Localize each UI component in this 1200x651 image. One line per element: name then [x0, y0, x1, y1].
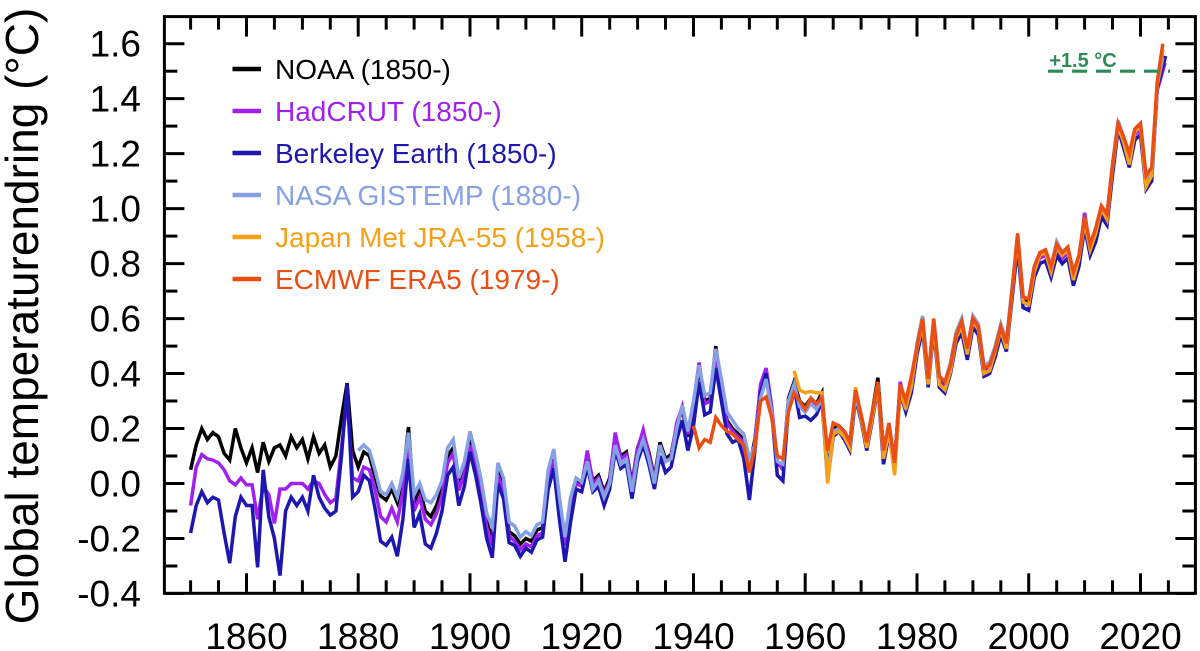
svg-text:2020: 2020 [1099, 616, 1181, 651]
svg-text:0.8: 0.8 [90, 244, 141, 285]
svg-text:0.6: 0.6 [90, 299, 141, 340]
svg-text:1.6: 1.6 [90, 24, 141, 65]
svg-text:2000: 2000 [988, 616, 1070, 651]
svg-text:NOAA (1850-): NOAA (1850-) [275, 54, 451, 85]
svg-text:1.0: 1.0 [90, 189, 141, 230]
svg-text:1.4: 1.4 [90, 79, 141, 120]
svg-text:+1.5 °C: +1.5 °C [1049, 50, 1116, 72]
svg-text:ECMWF ERA5 (1979-): ECMWF ERA5 (1979-) [275, 264, 560, 295]
svg-text:1960: 1960 [764, 616, 846, 651]
svg-text:-0.2: -0.2 [77, 519, 141, 560]
svg-text:1900: 1900 [429, 616, 511, 651]
svg-text:Japan Met JRA-55 (1958-): Japan Met JRA-55 (1958-) [275, 222, 605, 253]
svg-text:HadCRUT (1850-): HadCRUT (1850-) [275, 96, 502, 127]
svg-text:1860: 1860 [205, 616, 287, 651]
svg-text:1940: 1940 [652, 616, 734, 651]
svg-text:Berkeley Earth (1850-): Berkeley Earth (1850-) [275, 138, 557, 169]
svg-text:1920: 1920 [541, 616, 623, 651]
svg-text:NASA GISTEMP (1880-): NASA GISTEMP (1880-) [275, 180, 581, 211]
svg-text:Global temperaturendring (°C): Global temperaturendring (°C) [0, 8, 48, 625]
svg-text:0.4: 0.4 [90, 354, 141, 395]
svg-text:1880: 1880 [317, 616, 399, 651]
svg-text:0.2: 0.2 [90, 409, 141, 450]
svg-text:1.2: 1.2 [90, 134, 141, 175]
svg-text:-0.4: -0.4 [77, 574, 141, 615]
svg-text:0.0: 0.0 [90, 464, 141, 505]
svg-text:1980: 1980 [876, 616, 958, 651]
